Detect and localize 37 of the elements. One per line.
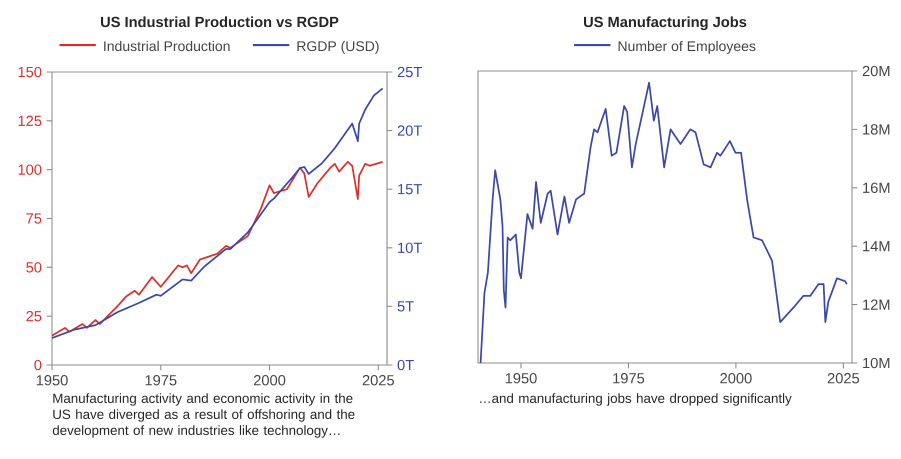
y2-tick-label: 14M: [863, 241, 890, 252]
chart-title: US Manufacturing Jobs: [584, 16, 746, 30]
y2-tick-label: 20M: [862, 66, 890, 76]
x-tick-label: 1975: [146, 375, 176, 386]
x-tick-label: 2025: [828, 373, 860, 384]
y2-tick-label: 18M: [863, 124, 890, 135]
x-tick-label: 2025: [362, 375, 394, 386]
text: Manufacturing activity and economic activity in the US have diverged as a result of offshoring and the development of new industries like technology…: [52, 393, 355, 438]
y2-tick-label: 10M: [863, 358, 890, 368]
y-tick-label: 125: [18, 116, 42, 126]
legend-label: Number of Employees: [618, 40, 756, 54]
y-tick-label: 150: [18, 66, 42, 78]
y-tick-label: 50: [26, 262, 42, 273]
line-series: [52, 160, 384, 337]
line-series: [480, 82, 848, 363]
y-tick-label: 25: [26, 310, 42, 322]
y-tick-label: 75: [26, 213, 42, 224]
x-tick-label: 2000: [720, 373, 752, 384]
y2-tick-label: 20T: [398, 125, 422, 136]
y2-tick-label: 0T: [398, 360, 414, 370]
y2-tick-label: 16M: [863, 182, 890, 193]
x-tick-label: 1975: [613, 373, 644, 384]
y2-tick-label: 25T: [398, 66, 422, 78]
legend-label: Industrial Production: [104, 40, 230, 52]
y-tick-label: 100: [18, 164, 42, 175]
chart-title: US Industrial Production vs RGDP: [100, 16, 338, 28]
line-series: [52, 88, 384, 339]
y2-tick-label: 5T: [398, 301, 414, 312]
y2-tick-label: 10T: [398, 242, 422, 253]
y2-tick-label: 15T: [398, 184, 422, 194]
y-tick-label: 0: [34, 360, 42, 370]
x-tick-label: 1950: [36, 375, 68, 386]
x-tick-label: 2000: [254, 375, 286, 386]
legend-label: RGDP (USD): [297, 40, 379, 54]
x-tick-label: 1950: [506, 373, 537, 384]
text: …and manufacturing jobs have dropped significantly: [480, 393, 792, 406]
y2-tick-label: 12M: [863, 299, 890, 310]
